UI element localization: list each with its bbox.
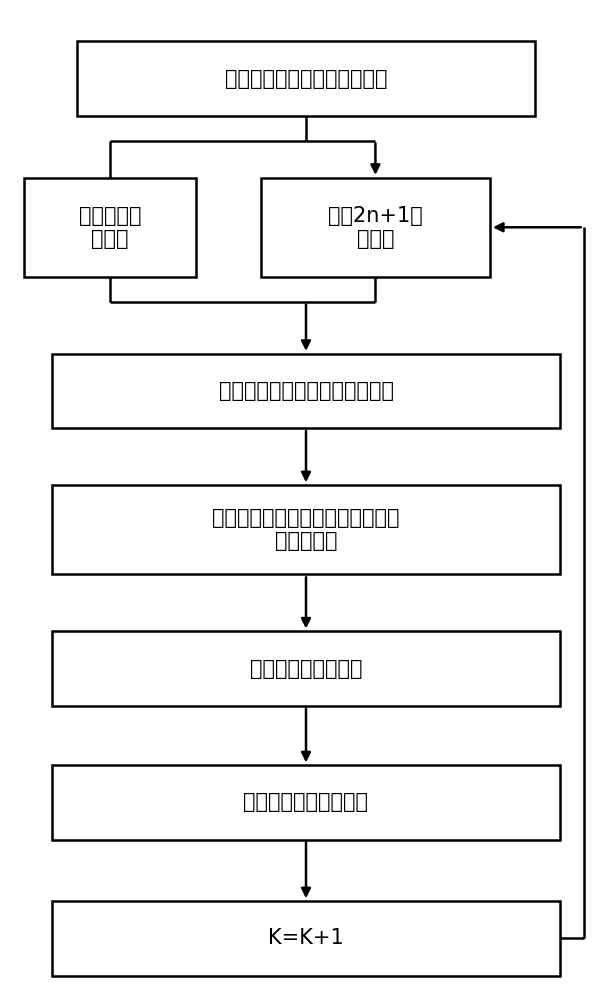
Text: 计算采样点
的权值: 计算采样点 的权值 [78,206,141,249]
Text: 计算卡尔曼增益矩阵: 计算卡尔曼增益矩阵 [250,659,362,679]
Bar [53,354,559,428]
Bar [261,178,490,277]
Bar [53,631,559,706]
Bar [53,901,559,976]
Bar [24,178,196,277]
Text: 通过一步预测计算新的采样点集: 通过一步预测计算新的采样点集 [218,381,394,401]
Bar [76,41,536,116]
Text: 计算2n+1个
采样点: 计算2n+1个 采样点 [328,206,423,249]
Text: 初始状态矩阵和初始协方差阵: 初始状态矩阵和初始协方差阵 [225,69,387,89]
Bar [53,485,559,574]
Bar [53,765,559,840]
Text: 状态更新和协方差更新: 状态更新和协方差更新 [244,792,368,812]
Text: 进行状态估计、观测估计、计算新
的协方差阵: 进行状态估计、观测估计、计算新 的协方差阵 [212,508,400,551]
Text: K=K+1: K=K+1 [268,928,344,948]
